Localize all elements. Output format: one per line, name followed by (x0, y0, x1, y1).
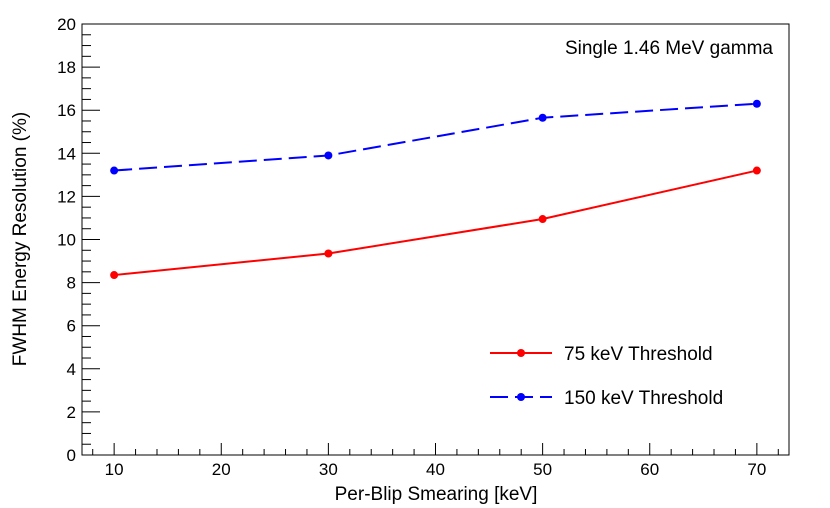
series-line-0 (114, 169, 758, 277)
y-tick-label: 10 (57, 231, 76, 250)
x-axis-tick-labels: 10 20 30 40 50 60 70 (105, 460, 767, 479)
series-layer (110, 99, 761, 280)
series-1-point (110, 166, 119, 175)
x-tick-label: 20 (212, 460, 231, 479)
y-tick-label: 18 (57, 58, 76, 77)
legend-label-150kev: 150 keV Threshold (564, 388, 723, 409)
series-0-point (538, 215, 547, 224)
y-axis-ticks (82, 23, 100, 456)
series-0-point (110, 271, 119, 280)
x-tick-label: 50 (533, 460, 552, 479)
series-1-point (752, 99, 761, 108)
y-axis-label: FWHM Energy Resolution (%) (10, 112, 31, 366)
x-axis-label: Per-Blip Smearing [keV] (335, 484, 538, 505)
x-axis-ticks (92, 443, 779, 455)
y-tick-label: 2 (67, 403, 76, 422)
annotation: Single 1.46 MeV gamma (565, 38, 773, 59)
legend: 75 keV Threshold 150 keV Threshold (490, 344, 723, 409)
legend-marker-150kev (517, 393, 525, 401)
x-tick-label: 70 (747, 460, 766, 479)
y-axis-tick-labels: 0 2 4 6 8 10 12 14 16 18 20 (57, 15, 76, 465)
x-tick-label: 10 (105, 460, 124, 479)
legend-label-75kev: 75 keV Threshold (564, 344, 713, 365)
x-tick-label: 60 (640, 460, 659, 479)
y-tick-label: 16 (57, 101, 76, 120)
y-tick-label: 0 (67, 446, 76, 465)
y-tick-label: 8 (67, 274, 76, 293)
y-tick-label: 20 (57, 15, 76, 34)
x-tick-label: 40 (426, 460, 445, 479)
series-0-point (752, 166, 761, 175)
series-line-1 (114, 102, 757, 172)
y-tick-label: 4 (67, 360, 76, 379)
legend-marker-75kev (517, 349, 525, 357)
y-tick-label: 12 (57, 187, 76, 206)
series-1-point (538, 113, 547, 122)
y-tick-label: 14 (57, 144, 76, 163)
series-0-point (324, 249, 333, 258)
y-tick-label: 6 (67, 317, 76, 336)
series-1-point (324, 151, 333, 160)
x-tick-label: 30 (319, 460, 338, 479)
